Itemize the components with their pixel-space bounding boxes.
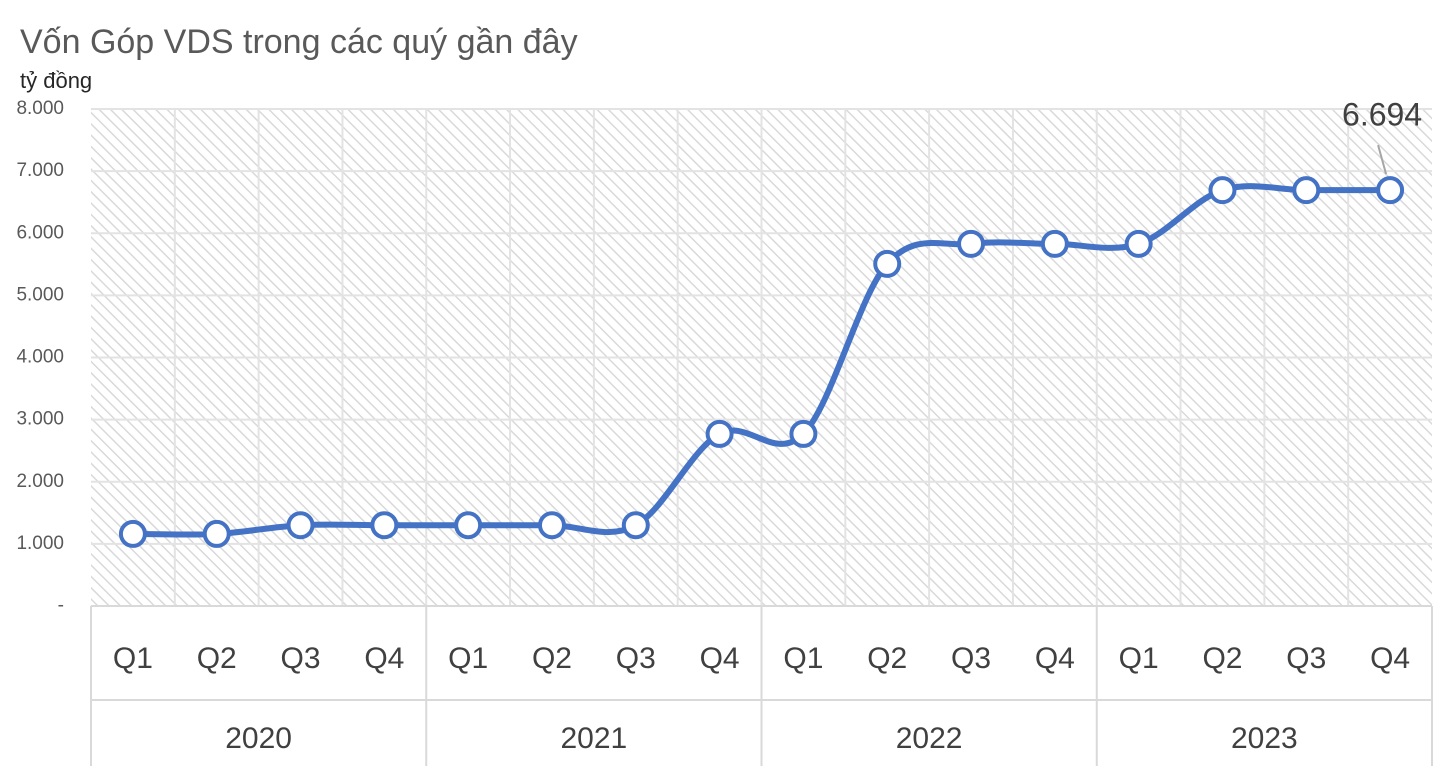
x-tick-label: Q4 [700,642,740,675]
y-tick-label: - [58,595,64,616]
y-tick-label: 3.000 [16,409,64,430]
group-label: 2023 [1231,722,1298,755]
x-tick-label: Q2 [197,642,237,675]
point-marker [370,511,399,540]
x-tick-label: Q3 [951,642,991,675]
group-label: 2022 [896,722,963,755]
point-marker [957,229,986,258]
point-marker [1376,176,1405,205]
point-marker [118,519,147,548]
y-axis-label: tỷ đồng [20,68,92,93]
point-marker [1124,229,1153,258]
point-marker [1292,176,1321,205]
x-tick-label: Q1 [1119,642,1159,675]
y-tick-label: 5.000 [16,284,64,305]
point-marker [1040,229,1069,258]
y-tick-label: 7.000 [16,160,64,181]
x-tick-label: Q3 [616,642,656,675]
x-tick-label: Q1 [113,642,153,675]
group-label: 2021 [561,722,628,755]
x-tick-label: Q2 [532,642,572,675]
y-tick-label: 1.000 [16,533,64,554]
point-marker [454,511,483,540]
point-marker [286,511,315,540]
x-tick-label: Q1 [448,642,488,675]
chart-title: Vốn Góp VDS trong các quý gần đây [20,23,578,61]
point-marker [537,511,566,540]
x-tick-label: Q4 [1370,642,1410,675]
series-line [132,183,1391,538]
y-tick-label: 2.000 [16,471,64,492]
group-label: 2020 [225,722,292,755]
x-tick-label: Q2 [1202,642,1242,675]
x-tick-label: Q4 [364,642,404,675]
y-tick-label: 4.000 [16,347,64,368]
point-marker [621,511,650,540]
point-marker [873,249,902,278]
x-tick-label: Q2 [867,642,907,675]
x-tick-label: Q4 [1035,642,1075,675]
x-tick-label: Q1 [783,642,823,675]
point-marker [705,419,734,448]
x-tick-label: Q3 [281,642,321,675]
point-marker [202,519,231,548]
y-tick-label: 8.000 [16,98,64,119]
data-label: 6.694 [1342,97,1422,133]
x-tick-label: Q3 [1286,642,1326,675]
label-leader [1377,144,1388,175]
point-marker [1208,176,1237,205]
y-tick-label: 6.000 [16,222,64,243]
point-marker [789,419,818,448]
